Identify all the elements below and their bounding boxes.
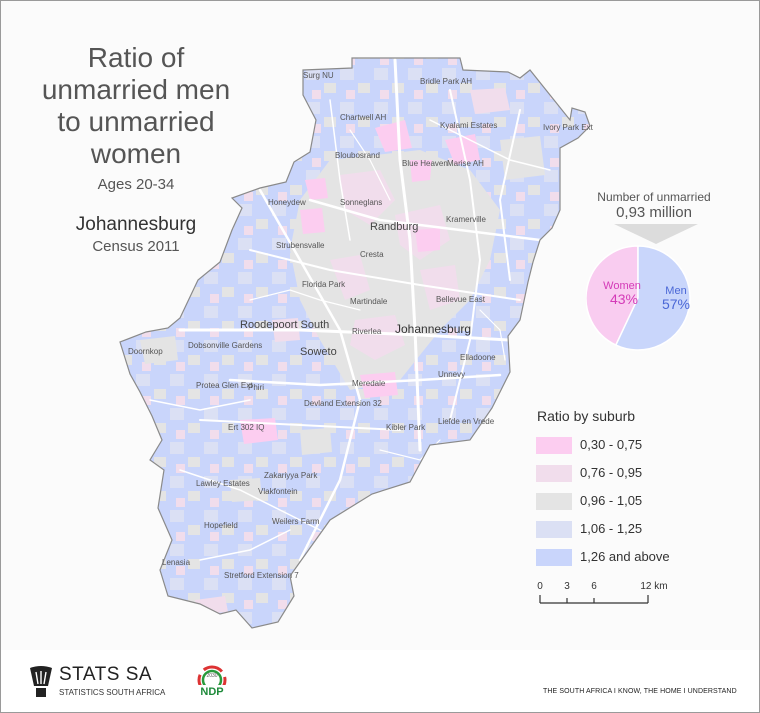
map-label: Surg NU <box>303 71 334 80</box>
legend-swatch <box>536 437 572 454</box>
ndp-year: 2030 <box>206 673 217 679</box>
logo-subtitle: STATISTICS SOUTH AFRICA <box>59 688 166 697</box>
map-label: Protea Glen Ext <box>196 381 253 390</box>
map-label: Kibler Park <box>386 423 426 432</box>
scale-tick-label: 3 <box>564 581 570 592</box>
map-label: Riverlea <box>352 327 382 336</box>
map-label: Florida Park <box>302 280 346 289</box>
pie-heading-line2: 0,93 million <box>616 204 692 221</box>
chart-title: Ratio of unmarried men to unmarried wome… <box>41 42 231 169</box>
map-label: Strubensvalle <box>276 241 325 250</box>
map-label: Kramerville <box>446 215 487 224</box>
pie-chart: Women 43% Men 57% <box>586 224 698 351</box>
stats-sa-logo-icon <box>30 666 52 697</box>
map-label: Marise AH <box>447 159 484 168</box>
footer-tagline: THE SOUTH AFRICA I KNOW, THE HOME I UNDE… <box>543 688 737 695</box>
map-label: Lenasia <box>162 558 191 567</box>
map-label: Cresta <box>360 250 384 259</box>
map-label: Liefde en Vrede <box>438 417 495 426</box>
legend-swatch <box>536 549 572 566</box>
logo-wordmark: STATS SA <box>59 664 153 685</box>
footer-band <box>1 650 759 712</box>
chart-subtitle: Ages 20-34 <box>97 176 175 193</box>
map-label: Martindale <box>350 297 388 306</box>
scale-ruler <box>539 595 649 604</box>
legend-swatch <box>536 521 572 538</box>
legend-swatch <box>536 493 572 510</box>
map-label: Elladoone <box>460 353 496 362</box>
map-label: Blue Heaven <box>402 159 448 168</box>
map-label: Dobsonville Gardens <box>188 341 262 350</box>
legend-swatch <box>536 465 572 482</box>
map-label: Kyalami Estates <box>440 121 497 130</box>
pie-heading-line1: Number of unmarried <box>597 190 711 204</box>
scale-tick-label: 6 <box>591 581 597 592</box>
map-label: Stretford Extension 7 <box>224 571 299 580</box>
pie-slice-men <box>614 245 691 351</box>
map-label: Weilers Farm <box>272 517 320 526</box>
pie-label-men-percent: 57% <box>662 296 690 312</box>
legend-title: Ratio by suburb <box>537 408 636 424</box>
pie-label-men-name: Men <box>665 285 686 297</box>
ndp-badge-text: NDP <box>200 686 223 698</box>
map-label: Ert 302 IQ <box>228 423 264 432</box>
legend-label: 0,30 - 0,75 <box>580 437 643 452</box>
map-label: Doornkop <box>128 347 163 356</box>
map-label: Meredale <box>352 379 386 388</box>
city-name: Johannesburg <box>75 214 197 235</box>
map-label: Phiri <box>248 383 264 392</box>
pie-label-women-name: Women <box>603 280 641 292</box>
map-label: Ivory Park Ext <box>543 123 594 132</box>
pie-heading: Number of unmarried 0,93 million <box>572 190 736 221</box>
ndp-2030-logo: 2030 NDP <box>194 665 230 698</box>
map-label: Johannesburg <box>395 322 471 336</box>
map-label: Lawley Estates <box>196 479 250 488</box>
legend-label: 0,96 - 1,05 <box>580 493 643 508</box>
map-label: Randburg <box>370 221 418 233</box>
map-label: Sonneglans <box>340 198 382 207</box>
pie-slice-women <box>586 245 639 347</box>
scale-tick-label: 12 km <box>640 581 667 592</box>
pie-label-women-percent: 43% <box>610 291 638 307</box>
legend-label: 1,26 and above <box>580 549 670 564</box>
legend-label: 1,06 - 1,25 <box>580 521 643 536</box>
map-label: Zakariyya Park <box>264 471 318 480</box>
scale-bar: 0 3 6 12 km <box>537 581 668 604</box>
map-label: Bridle Park AH <box>420 77 472 86</box>
census-label: Census 2011 <box>92 238 180 255</box>
map-label: Unnevy <box>438 370 465 379</box>
scale-tick-label: 0 <box>537 581 543 592</box>
map-label: Bellevue East <box>436 295 486 304</box>
pie-pointer-arrow <box>614 224 698 244</box>
map-label: Honeydew <box>268 198 306 207</box>
map-label: Soweto <box>300 346 337 358</box>
map-label: Bloubosrand <box>335 151 380 160</box>
map-label: Devland Extension 32 <box>304 399 382 408</box>
map-label: Vlakfontein <box>258 487 298 496</box>
legend-label: 0,76 - 0,95 <box>580 465 643 480</box>
map-label: Chartwell AH <box>340 113 386 122</box>
map-label: Hopefield <box>204 521 238 530</box>
map-label: Roodepoort South <box>240 319 329 331</box>
